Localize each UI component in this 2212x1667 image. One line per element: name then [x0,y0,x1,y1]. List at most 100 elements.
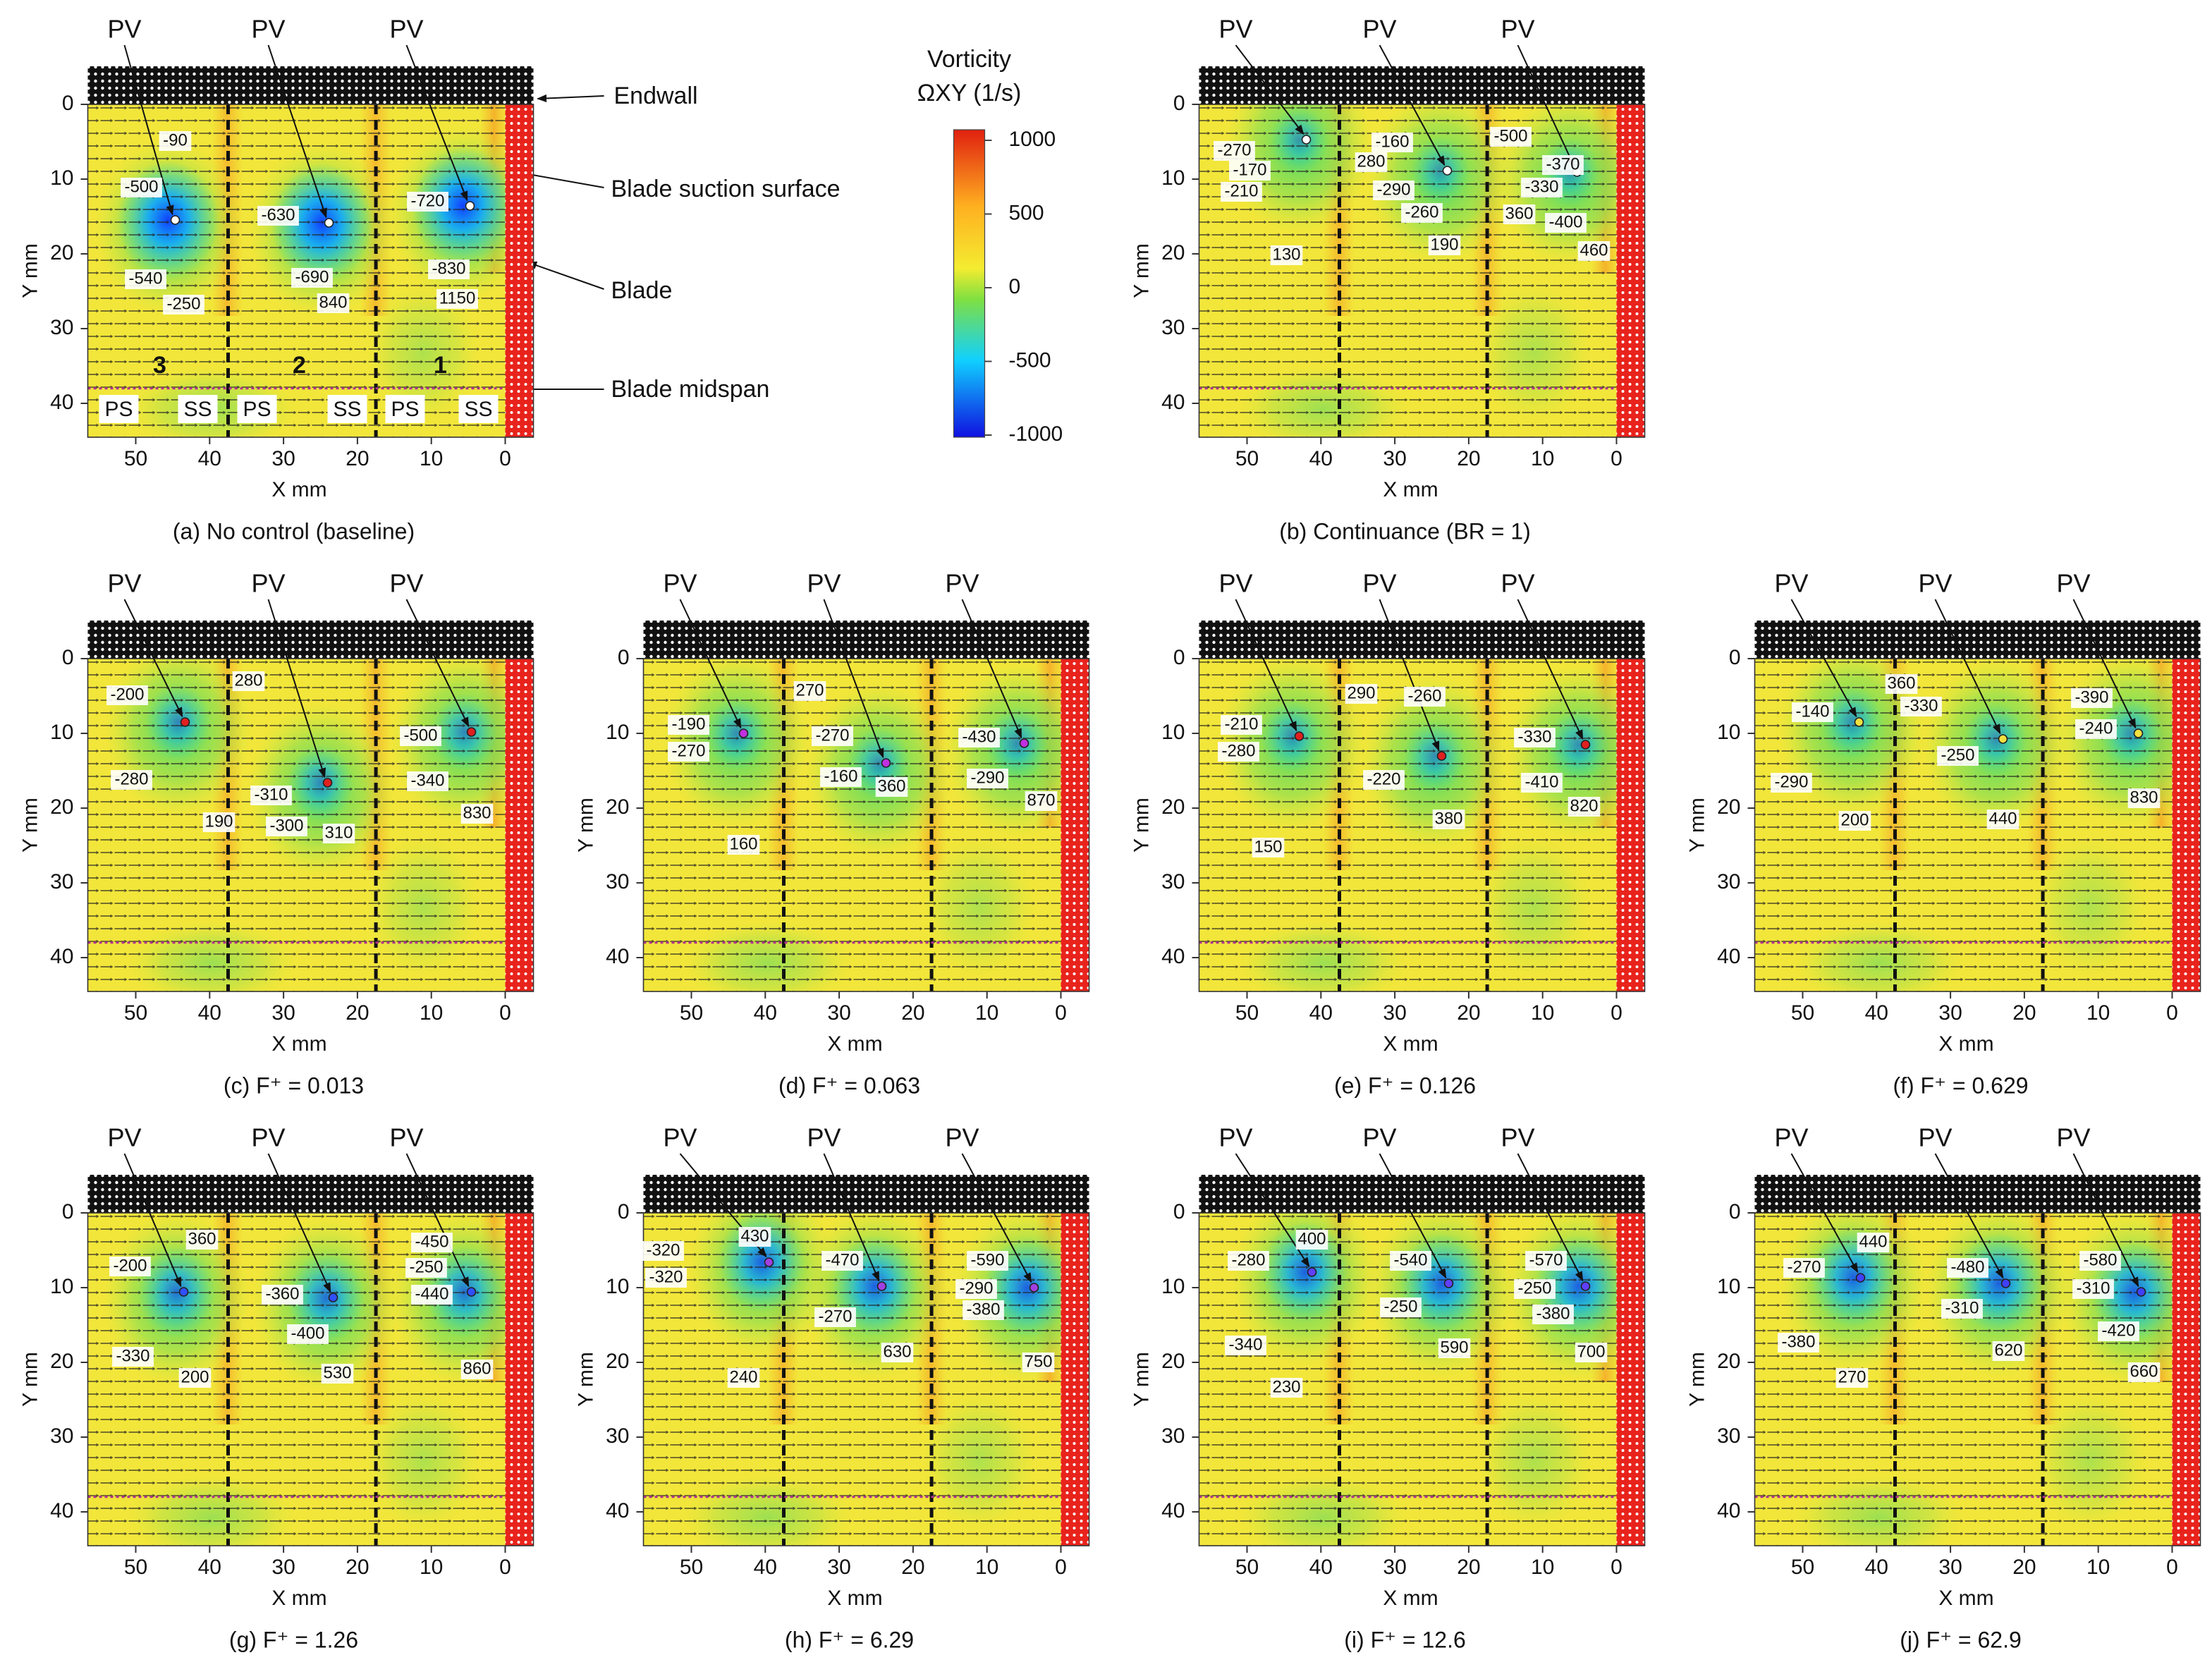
annotation-box [178,1368,212,1388]
frame [87,104,534,438]
pv-label: PV [107,15,141,44]
core-marker [738,728,749,738]
annotation-box [1525,1251,1567,1271]
panel: 50 40 30 20 10 0 0 10 20 30 40 X mm Y mm (j) F⁺ = 62.… [1685,1123,2201,1652]
field [1199,659,1617,991]
annotation: 360 [188,1229,216,1248]
vector-field [643,659,1061,991]
frame [87,658,534,992]
annotation-box [1345,684,1378,704]
annotation-box [967,769,1008,788]
blade [2172,659,2201,991]
annotation-box [1857,1233,1890,1252]
annotation-box [2127,1362,2161,1382]
annotation: 830 [2129,788,2158,807]
x-tick-label: 10 [1531,1556,1554,1579]
annotation-box [1532,1305,1574,1324]
pv-label: PV [807,1123,841,1152]
annotation-box [963,1300,1004,1320]
x-tick-label: 50 [680,1556,703,1579]
annotation-box [1390,1251,1431,1271]
y-axis-label: Y mm [1130,1352,1153,1407]
annotation-box [111,770,152,790]
midspan-label: Blade midspan [611,376,770,403]
annotation: -290 [1376,180,1410,199]
annotation: -270 [815,726,849,745]
pv-label: PV [2056,1123,2090,1152]
x-tick-label: 20 [346,1556,369,1579]
annotation-box [112,1347,154,1367]
annotation-box [1404,687,1446,707]
pv-arrow [405,1153,470,1288]
panel: 50 40 30 20 10 0 0 10 20 30 40 X mm Y mm (c) F⁺ = 0.0… [18,569,534,1098]
annotation-box [1937,746,1979,766]
annotation: 290 [1347,683,1375,702]
annotation-box [411,1285,453,1305]
y-tick-label: 30 [1161,870,1185,893]
x-axis-label: X mm [271,478,326,501]
x-tick-label: 0 [1611,447,1623,470]
x-tick-label: 50 [680,1001,703,1025]
annotation-box [1835,1368,1869,1388]
annotation-box [125,269,166,289]
x-axis-label: X mm [1383,478,1438,501]
annotation-box [1252,838,1285,857]
annotation: 860 [463,1359,491,1378]
endwall [87,1175,534,1213]
annotation-box [1432,810,1465,829]
pv-arrow [823,599,884,759]
pv-arrow [405,599,470,728]
x-tick-label: 20 [346,1001,369,1025]
y-tick-label: 0 [62,92,74,115]
pv-label: PV [389,15,423,44]
y-tick-label: 0 [1729,646,1741,669]
x-tick-label: 30 [1383,447,1406,470]
y-tick-label: 0 [62,646,74,669]
frame [1198,104,1646,438]
x-tick-label: 10 [1531,447,1554,470]
core-marker [1436,751,1447,761]
annotation: 590 [1440,1338,1468,1357]
panel: 50 40 30 20 10 0 0 10 20 30 40 X mm Y mm (g) F⁺ = 1.2… [18,1123,534,1652]
y-tick-label: 10 [1161,1275,1185,1298]
pv-label: PV [107,569,141,598]
blade [505,104,534,437]
annotation-box [1438,1338,1471,1358]
annotation: -270 [1787,1257,1821,1276]
annotation: 310 [324,823,353,842]
annotation: -200 [110,685,144,704]
y-tick-label: 30 [1717,870,1740,893]
side-label: PS [243,398,271,421]
annotation: -210 [1224,181,1258,200]
pv-arrow [1379,44,1446,166]
endwall [1199,1175,1645,1213]
pv-label: PV [389,569,423,598]
annotation-box [881,1343,914,1362]
annotation: -290 [970,768,1004,787]
core-marker [178,1287,189,1297]
x-tick-label: 50 [1791,1556,1814,1579]
pv-arrow [123,1153,182,1288]
arrow [527,261,604,290]
pv-arrow [1934,1153,2004,1279]
annotation-box [291,268,333,288]
annotation-box [1270,245,1303,265]
annotation: -690 [295,267,329,286]
x-tick-label: 30 [1383,1556,1406,1579]
annotation: 870 [1027,790,1055,810]
annotation-box [287,1324,329,1344]
annotation-box [109,1257,151,1276]
annotation: -470 [825,1250,859,1269]
endwall-label: Endwall [614,83,698,109]
annotation-box [1401,203,1443,223]
annotation-box [2075,719,2117,739]
core-marker [764,1257,774,1267]
pv-label: PV [2056,569,2090,598]
annotation-box [955,1279,997,1299]
annotation-box [1371,133,1413,152]
annotation: -260 [1407,686,1441,705]
y-tick-label: 40 [606,1499,629,1522]
annotation: -330 [1904,696,1938,715]
pv-label: PV [663,1123,697,1152]
y-axis-label: Y mm [18,798,42,853]
